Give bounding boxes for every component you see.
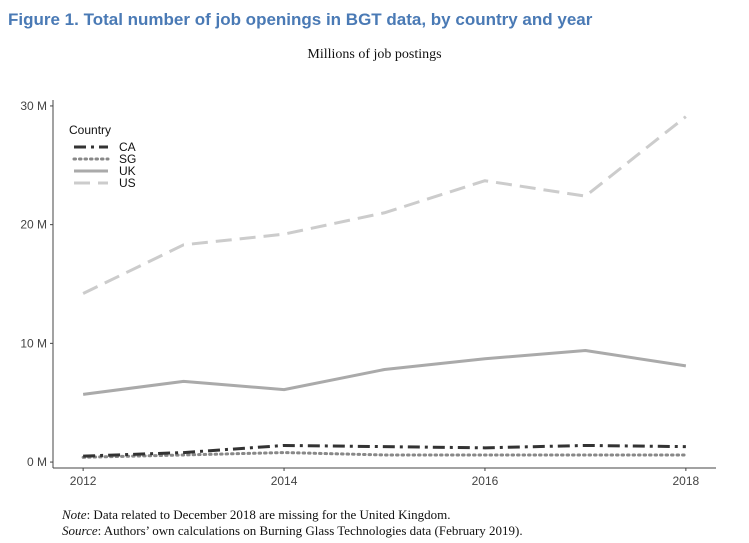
source-line: Source: Authors’ own calculations on Bur…: [62, 523, 523, 539]
figure-title: Figure 1. Total number of job openings i…: [8, 10, 593, 29]
chart-series: [81, 115, 688, 459]
chart-subtitle: Millions of job postings: [307, 47, 442, 62]
note-label: Note: [62, 507, 87, 522]
x-tick-label: 2016: [472, 474, 499, 488]
y-tick-label: 30 M: [20, 99, 47, 113]
y-tick-label: 20 M: [20, 218, 47, 232]
series-line-ca: [83, 443, 686, 458]
figure-notes: Note: Data related to December 2018 are …: [62, 507, 523, 539]
series-line-sg: [81, 451, 688, 459]
legend-label-us: US: [119, 176, 136, 190]
x-tick-label: 2014: [271, 474, 298, 488]
legend-label-ca: CA: [119, 140, 136, 154]
source-text: : Authors’ own calculations on Burning G…: [97, 523, 523, 538]
series-line-us: [82, 115, 687, 295]
series-line-uk: [82, 348, 687, 396]
note-line: Note: Data related to December 2018 are …: [62, 507, 523, 523]
chart-axes: 0 M 10 M 20 M 30 M 2012 2014 2016 2018: [20, 99, 716, 488]
x-tick-label: 2012: [70, 474, 97, 488]
note-text: : Data related to December 2018 are miss…: [86, 507, 451, 522]
legend-label-uk: UK: [119, 164, 136, 178]
legend-title: Country: [69, 123, 111, 137]
y-tick-label: 10 M: [20, 336, 47, 350]
x-tick-label: 2018: [673, 474, 700, 488]
source-label: Source: [62, 523, 98, 538]
legend-label-sg: SG: [119, 152, 136, 166]
y-tick-label: 0 M: [27, 455, 47, 469]
